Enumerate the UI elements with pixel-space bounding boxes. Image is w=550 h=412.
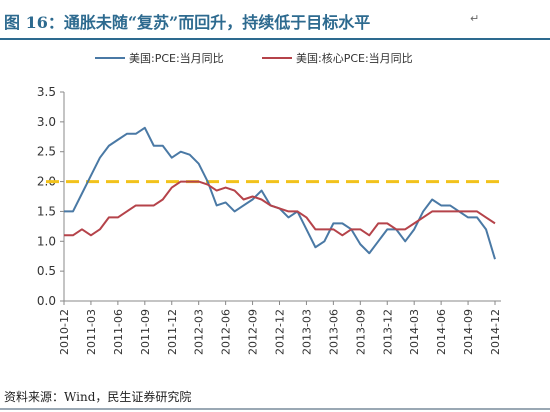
- x-tick-label-10: 2013-06: [327, 309, 340, 355]
- y-tick-label-5: 2.5: [37, 145, 56, 159]
- x-tick-label-1: 2011-03: [85, 309, 98, 355]
- x-tick-label-16: 2014-12: [489, 309, 502, 355]
- x-tick-label-7: 2012-09: [247, 309, 260, 355]
- x-tick-label-11: 2013-09: [354, 309, 367, 355]
- legend-label-0: 美国:PCE:当月同比: [129, 51, 224, 65]
- x-tick-label-0: 2010-12: [58, 309, 71, 355]
- x-tick-label-15: 2014-09: [462, 309, 475, 355]
- y-tick-label-2: 1.0: [37, 234, 56, 248]
- y-tick-label-6: 3.0: [37, 115, 56, 129]
- y-tick-label-1: 0.5: [37, 264, 56, 278]
- figure-title-bar: 图 16：通胀未随“复苏”而回升，持续低于目标水平 ↵: [0, 0, 550, 40]
- x-tick-label-6: 2012-06: [220, 309, 233, 355]
- x-tick-label-12: 2013-12: [381, 309, 394, 355]
- series-line-0: [64, 126, 496, 260]
- series-line-1: [64, 180, 496, 237]
- x-tick-label-4: 2011-12: [166, 309, 179, 355]
- figure-title: 图 16：通胀未随“复苏”而回升，持续低于目标水平: [4, 13, 371, 32]
- y-tick-label-3: 1.5: [37, 204, 56, 218]
- bottom-rule: [0, 408, 550, 410]
- pce-line-chart: 美国:PCE:当月同比 美国:核心PCE:当月同比0.00.51.01.52.02…: [37, 51, 505, 355]
- x-tick-label-2: 2011-06: [112, 309, 125, 355]
- x-tick-label-13: 2014-03: [408, 309, 421, 355]
- y-tick-label-0: 0.0: [37, 294, 56, 308]
- source-note: 资料来源：Wind，民生证券研究院: [4, 390, 192, 404]
- x-tick-label-3: 2011-09: [139, 309, 152, 355]
- x-tick-label-9: 2013-03: [300, 309, 313, 355]
- x-tick-label-14: 2014-06: [435, 309, 448, 355]
- x-tick-label-8: 2012-12: [274, 309, 287, 355]
- y-tick-label-7: 3.5: [37, 85, 56, 99]
- x-tick-label-5: 2012-03: [193, 309, 206, 355]
- legend-label-1: 美国:核心PCE:当月同比: [296, 51, 413, 65]
- return-mark-icon: ↵: [470, 12, 480, 25]
